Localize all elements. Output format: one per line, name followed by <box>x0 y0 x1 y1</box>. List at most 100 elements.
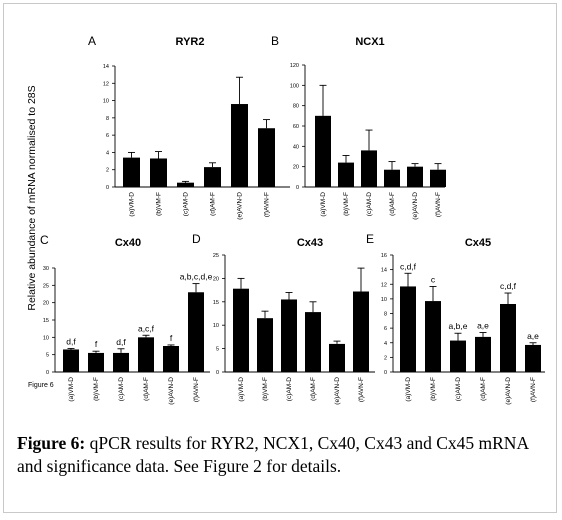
panel-b-y-tick-label: 100 <box>290 83 299 89</box>
panel-e-y-tick-label: 10 <box>381 297 387 303</box>
panel-a-x-tick-label: (a)VM-D <box>129 192 136 217</box>
panel-d-y-tick-label: 25 <box>213 253 219 259</box>
panel-c-y-tick-label: 5 <box>46 353 49 359</box>
panel-b-title: NCX1 <box>355 36 384 48</box>
panel-a-bar <box>123 157 140 187</box>
panel-e-x-tick-label: (d)AM-F <box>480 377 487 401</box>
panel-c-y-tick-label: 0 <box>46 370 49 376</box>
panel-e-bar <box>400 286 416 372</box>
panel-e-y-tick-label: 4 <box>384 341 387 347</box>
panel-a-bar <box>150 158 167 187</box>
panel-e-y-tick-label: 6 <box>384 326 387 332</box>
panel-d-bar <box>233 288 249 372</box>
caption-label: Figure 6: <box>17 433 86 453</box>
panel-e-x-tick-label: (c)AM-D <box>455 377 462 401</box>
panel-e-y-tick-label: 8 <box>384 312 387 318</box>
panel-c-bar <box>138 337 154 372</box>
panel-b-x-tick-label: (f)AVN-F <box>435 192 442 217</box>
panel-d-bar <box>305 312 321 372</box>
panel-d-bar <box>353 291 369 372</box>
panel-a-letter: A <box>88 34 96 48</box>
panel-b-x-tick-label: (b)VM-F <box>343 192 350 216</box>
panel-d-y-tick-label: 15 <box>213 300 219 306</box>
panel-c-x-tick-label: (a)VM-D <box>68 377 75 402</box>
panel-b-bar <box>407 166 423 187</box>
panel-b-bar <box>315 115 331 187</box>
panel-c-y-tick-label: 15 <box>43 318 49 324</box>
panel-e-title: Cx45 <box>465 237 491 249</box>
figure-tag: Figure 6 <box>28 382 54 389</box>
panel-d-x-tick-label: (d)AM-F <box>310 377 317 401</box>
panel-e-bar <box>425 301 441 372</box>
figure-frame <box>3 3 557 513</box>
panel-b-y-tick-label: 80 <box>293 104 299 110</box>
panel-a-x-tick-label: (b)VM-F <box>156 192 163 216</box>
panel-b-y-tick-label: 0 <box>296 185 299 191</box>
panel-b: B NCX1 0 20 40 60 80 100 120 (a)VM-D (b)VM-F (c)AM-… <box>271 34 446 220</box>
panel-a-y-tick-label: 6 <box>106 133 109 139</box>
panel-c-bar <box>63 349 79 372</box>
panel-a-bar <box>258 128 275 187</box>
panel-b-y-tick-label: 40 <box>293 144 299 150</box>
panel-a-title: RYR2 <box>176 36 205 48</box>
panel-e-y-tick-label: 12 <box>381 282 387 288</box>
panel-b-x-tick-label: (e)AVN-D <box>412 192 419 220</box>
panel-b-y-tick-label: 120 <box>290 63 299 69</box>
panel-b-y-tick-label: 60 <box>293 124 299 130</box>
panel-e-significance-label: c,d,f <box>500 281 517 291</box>
panel-b-x-tick-label: (a)VM-D <box>320 192 327 217</box>
panel-c-significance-label: f <box>170 333 173 343</box>
panel-e-y-tick-label: 0 <box>384 370 387 376</box>
panel-d-bar <box>281 299 297 372</box>
panel-c-significance-label: d,f <box>116 337 126 347</box>
panel-b-y-tick-label: 20 <box>293 165 299 171</box>
panel-d-y-tick-label: 10 <box>213 323 219 329</box>
panel-c-x-tick-label: (f)AVN-F <box>193 377 200 402</box>
panel-b-bar <box>361 150 377 187</box>
panel-a-y-tick-label: 0 <box>106 185 109 191</box>
panel-c-title: Cx40 <box>115 237 141 249</box>
panel-b-bar <box>338 162 354 187</box>
panel-e-bar <box>475 336 491 372</box>
panel-c-bar <box>88 352 104 372</box>
panel-c-x-tick-label: (b)VM-F <box>93 377 100 401</box>
panel-c-bar <box>188 292 204 372</box>
panel-b-x-tick-label: (c)AM-D <box>366 192 373 216</box>
panel-e: E Cx45 0 2 4 6 8 10 12 14 16 c,d,f (a)VM-D c (b)VM-F a,… <box>366 232 545 405</box>
panel-e-bar <box>450 340 466 372</box>
panel-e-y-tick-label: 14 <box>381 268 387 274</box>
panel-c-significance-label: d,f <box>66 336 76 346</box>
panel-a-bar <box>204 167 221 187</box>
caption-text: qPCR results for RYR2, NCX1, Cx40, Cx43 … <box>17 433 529 476</box>
panel-c-y-tick-label: 20 <box>43 301 49 307</box>
panel-c-significance-label: a,b,c,d,e <box>180 272 213 282</box>
panel-e-significance-label: a,b,e <box>449 321 468 331</box>
panel-c-bar <box>163 346 179 372</box>
panel-c-x-tick-label: (c)AM-D <box>118 377 125 401</box>
panel-a-y-tick-label: 4 <box>106 150 109 156</box>
panel-d-x-tick-label: (f)AVN-F <box>358 377 365 402</box>
panel-a-bar <box>177 182 194 187</box>
panel-c-significance-label: f <box>95 339 98 349</box>
panel-d-bar <box>329 343 345 372</box>
panel-a-x-tick-label: (f)AVN-F <box>264 192 271 217</box>
panel-d-letter: D <box>192 232 201 246</box>
panel-c-y-tick-label: 10 <box>43 335 49 341</box>
panel-e-letter: E <box>366 232 374 246</box>
panel-a-y-tick-label: 14 <box>103 64 109 70</box>
panel-a-y-tick-label: 2 <box>106 168 109 174</box>
y-axis-label: Relative abundance of mRNA normalised to… <box>26 85 38 310</box>
figure-caption: Figure 6: qPCR results for RYR2, NCX1, C… <box>17 432 547 478</box>
panel-a-y-tick-label: 8 <box>106 116 109 122</box>
panel-e-bar <box>525 344 541 372</box>
panel-d-y-tick-label: 5 <box>216 347 219 353</box>
panel-d-bar <box>257 318 273 372</box>
panel-d-y-tick-label: 20 <box>213 276 219 282</box>
panel-e-x-tick-label: (f)AVN-F <box>530 377 537 402</box>
panel-d-y-tick-label: 0 <box>216 370 219 376</box>
panel-c-letter: C <box>40 233 49 247</box>
panel-d-x-tick-label: (e)AVN-D <box>334 377 341 405</box>
panel-e-significance-label: a,e <box>527 331 539 341</box>
figure-charts: Relative abundance of mRNA normalised to… <box>26 34 545 405</box>
panel-a-x-tick-label: (c)AM-D <box>183 192 190 216</box>
